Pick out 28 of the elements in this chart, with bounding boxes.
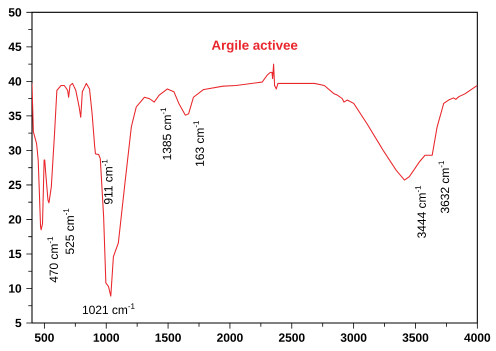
- annotation: 1385 cm$^{-1}$: [160, 108, 172, 160]
- x-tick-label: 3000: [340, 333, 366, 342]
- x-tick-label: 2000: [217, 333, 243, 342]
- x-tick-label: 1000: [94, 333, 120, 342]
- y-tick-label: 15: [9, 250, 22, 258]
- x-tick-label: 1500: [156, 333, 181, 342]
- annotation: 163 cm$^{-1}$: [193, 120, 204, 166]
- y-tick-label: 50: [8, 8, 22, 17]
- annotation: 470 cm$^{-1}$: [47, 236, 58, 283]
- y-tick-label: 25: [8, 180, 22, 190]
- y-tick-label: 45: [8, 42, 22, 52]
- x-tick-label: 2500: [278, 333, 305, 342]
- annotation: 3444 cm$^{-1}$: [415, 186, 426, 238]
- y-tick-label: 10: [9, 284, 22, 293]
- annotation: 911 cm$^{-1}$: [102, 160, 113, 204]
- y-tick-label: 30: [8, 146, 22, 155]
- y-tick-label: 5: [15, 318, 22, 328]
- y-tick-label: 35: [8, 112, 22, 120]
- y-tick-label: 40: [8, 77, 22, 86]
- x-tick-label: 3500: [402, 333, 428, 342]
- annotation: 525 cm$^{-1}$: [63, 208, 74, 254]
- text: Argile activee: [212, 40, 298, 53]
- annotation: 3632 cm$^{-1}$: [438, 160, 450, 214]
- y-tick-label: 20: [8, 215, 22, 224]
- x-tick-label: 4000: [464, 333, 490, 342]
- line-series: [32, 64, 478, 297]
- x-tick-label: 500: [34, 333, 54, 342]
- annotation: 1021 cm$^{-1}$: [82, 303, 135, 314]
